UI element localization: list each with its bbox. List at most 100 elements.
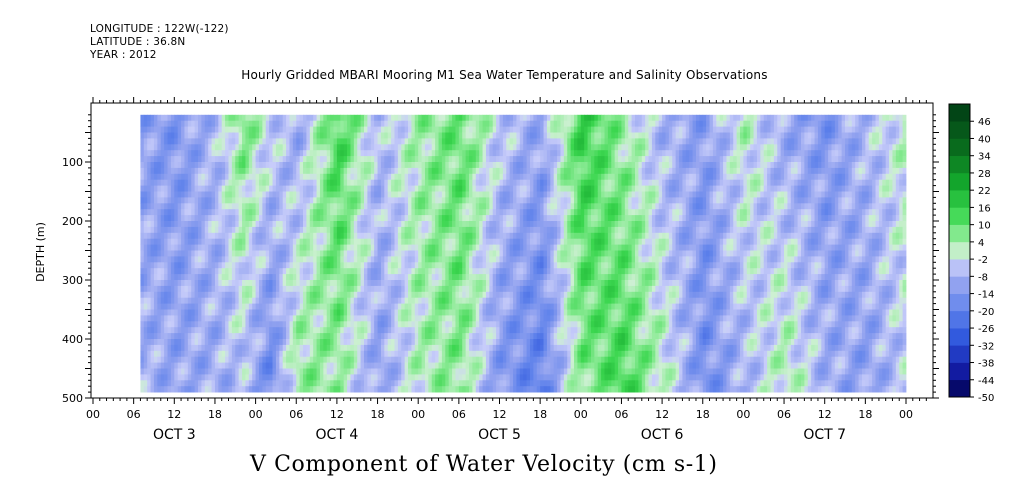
heatmap-cell: [221, 173, 226, 181]
heatmap-cell: [143, 291, 148, 299]
heatmap-cell: [286, 280, 290, 287]
heatmap-cell: [214, 344, 219, 352]
heatmap-cell: [330, 120, 334, 127]
heatmap-cell: [377, 362, 382, 369]
heatmap-cell: [479, 250, 483, 257]
heatmap-cell: [350, 356, 355, 363]
heatmap-cell: [380, 114, 385, 122]
heatmap-cell: [343, 156, 348, 163]
heatmap-cell: [421, 238, 426, 245]
heatmap-cell: [167, 368, 172, 375]
heatmap-cell: [272, 386, 277, 393]
heatmap-cell: [492, 191, 497, 198]
heatmap-cell: [265, 138, 270, 145]
heatmap-cell: [272, 268, 277, 275]
heatmap-cell: [367, 256, 372, 263]
heatmap-cell: [438, 238, 443, 245]
heatmap-cell: [397, 350, 402, 358]
heatmap-cell: [201, 232, 206, 240]
heatmap-cell: [364, 380, 368, 387]
heatmap-cell: [221, 244, 226, 251]
heatmap-cell: [167, 185, 172, 192]
heatmap-cell: [452, 150, 456, 157]
heatmap-cell: [191, 173, 196, 181]
heatmap-cell: [303, 132, 307, 139]
heatmap-cell: [255, 309, 260, 316]
heatmap-cell: [414, 368, 419, 375]
heatmap-cell: [492, 339, 497, 346]
heatmap-cell: [455, 274, 460, 281]
heatmap-cell: [242, 386, 246, 393]
heatmap-cell: [472, 185, 477, 192]
heatmap-cell: [214, 167, 219, 175]
heatmap-cell: [299, 339, 304, 346]
heatmap-cell: [269, 221, 273, 228]
heatmap-cell: [167, 173, 172, 181]
heatmap-cell: [272, 114, 277, 122]
heatmap-cell: [306, 285, 311, 293]
heatmap-cell: [428, 321, 433, 328]
heatmap-cell: [255, 173, 260, 181]
heatmap-cell: [404, 191, 409, 198]
heatmap-cell: [184, 368, 189, 375]
heatmap-cell: [333, 268, 338, 275]
heatmap-cell: [421, 138, 426, 145]
heatmap-cell: [225, 191, 229, 198]
heatmap-cell: [140, 344, 145, 352]
heatmap-cell: [306, 197, 311, 204]
heatmap-cell: [303, 244, 307, 251]
heatmap-cell: [472, 368, 477, 375]
heatmap-cell: [424, 333, 429, 340]
heatmap-cell: [225, 303, 229, 310]
heatmap-cell: [194, 297, 199, 304]
heatmap-cell: [360, 268, 365, 275]
heatmap-cell: [482, 173, 487, 181]
heatmap-cell: [377, 232, 382, 240]
heatmap-cell: [357, 173, 362, 181]
heatmap-cell: [367, 126, 372, 133]
heatmap-cell: [201, 386, 206, 393]
heatmap-cell: [401, 179, 406, 186]
heatmap-cell: [316, 144, 321, 151]
heatmap-cell: [350, 167, 355, 175]
heatmap-cell: [286, 120, 290, 127]
heatmap-cell: [323, 356, 328, 363]
heatmap-cell: [147, 280, 151, 287]
heatmap-cell: [455, 344, 460, 352]
heatmap-cell: [211, 156, 216, 163]
heatmap-cell: [235, 238, 240, 245]
heatmap-cell: [279, 256, 284, 263]
heatmap-cell: [258, 374, 263, 381]
heatmap-cell: [265, 262, 270, 269]
heatmap-cell: [377, 291, 382, 299]
heatmap-cell: [397, 138, 402, 145]
heatmap-cell: [462, 386, 467, 393]
heatmap-cell: [357, 285, 362, 293]
heatmap-cell: [262, 138, 267, 145]
heatmap-cell: [452, 250, 456, 257]
heatmap-cell: [306, 114, 311, 122]
heatmap-cell: [357, 262, 362, 269]
heatmap-cell: [370, 244, 375, 251]
heatmap-cell: [489, 315, 494, 322]
heatmap-cell: [299, 386, 304, 393]
heatmap-cell: [208, 374, 212, 381]
heatmap-cell: [391, 144, 395, 151]
heatmap-cell: [394, 368, 399, 375]
heatmap-cell: [269, 114, 273, 122]
heatmap-cell: [465, 244, 470, 251]
heatmap-cell: [384, 321, 389, 328]
heatmap-cell: [435, 256, 439, 263]
heatmap-cell: [421, 144, 426, 151]
heatmap-cell: [313, 191, 317, 198]
heatmap-cell: [174, 268, 179, 275]
heatmap-cell: [275, 274, 280, 281]
heatmap-cell: [140, 374, 145, 381]
heatmap-cell: [272, 309, 277, 316]
heatmap-cell: [330, 386, 334, 393]
heatmap-cell: [306, 303, 311, 310]
heatmap-cell: [299, 209, 304, 216]
heatmap-cell: [296, 138, 301, 145]
heatmap-cell: [157, 126, 162, 133]
